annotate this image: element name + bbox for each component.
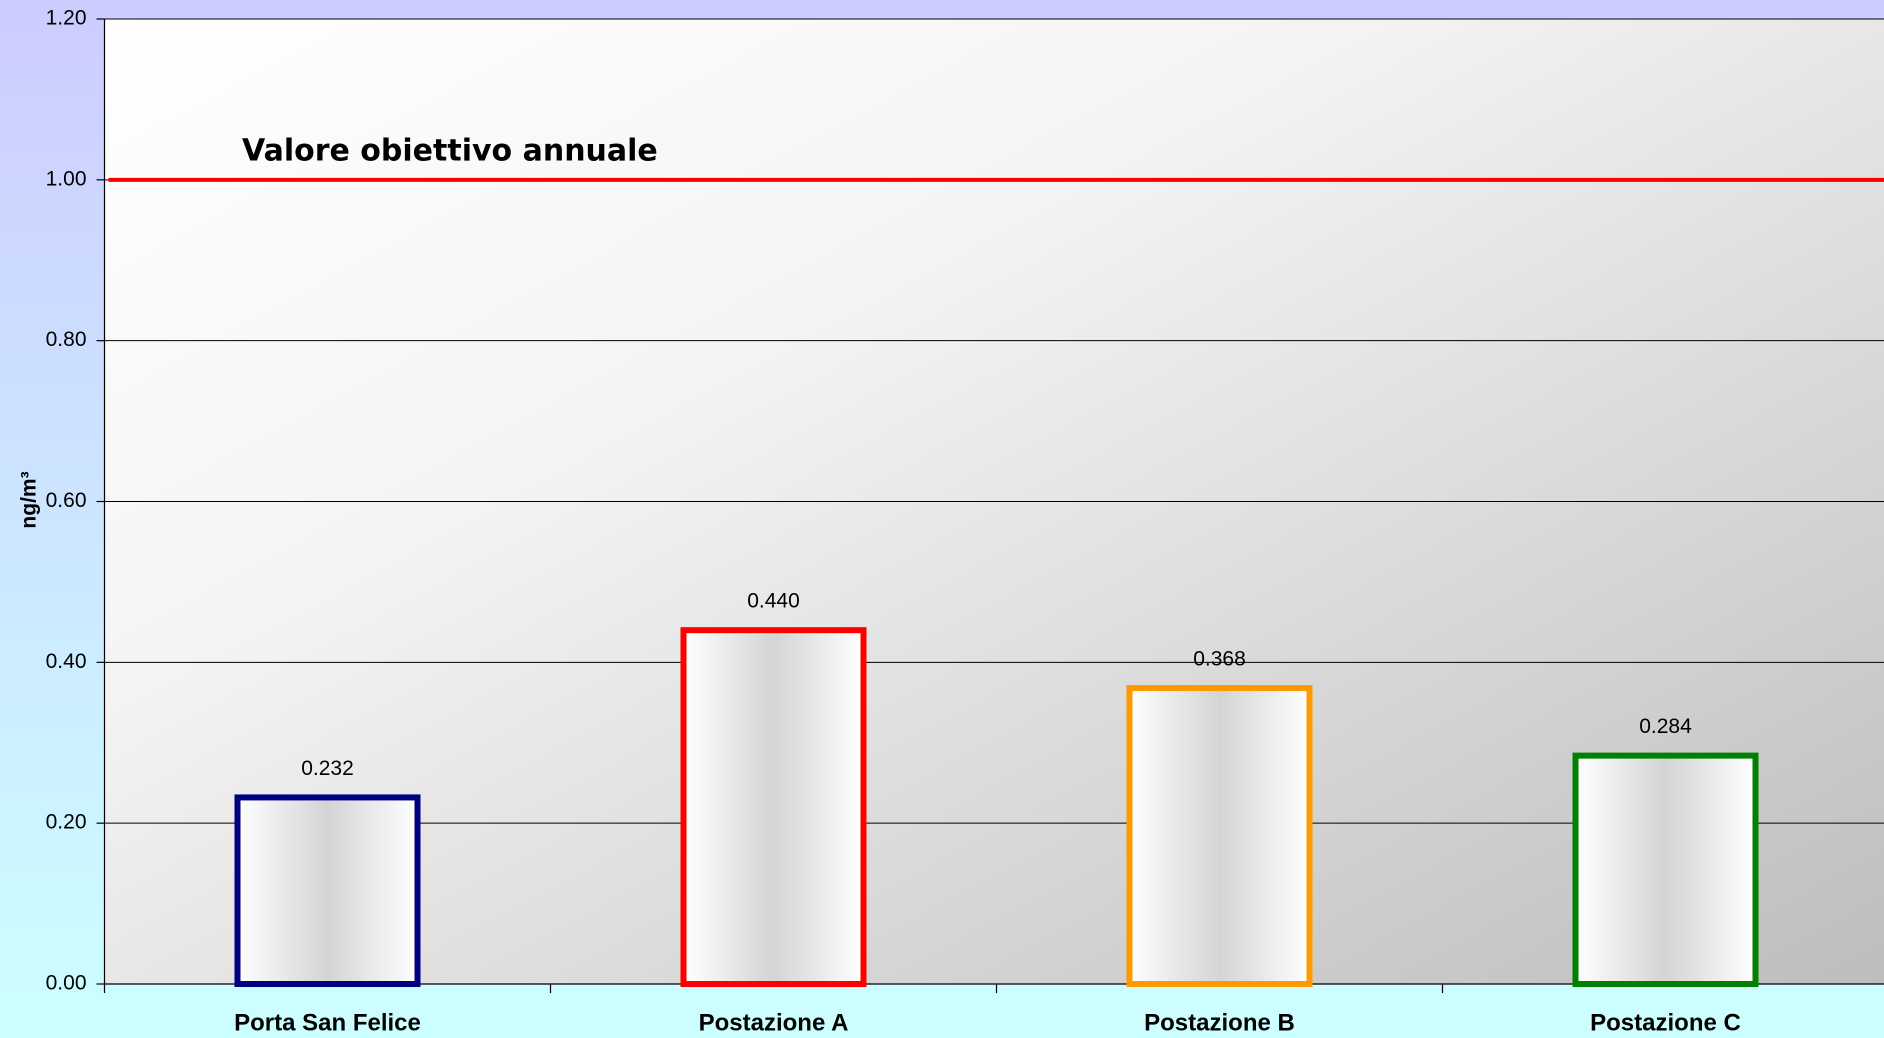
- x-tick-label: Postazione C: [1590, 1009, 1741, 1036]
- y-tick-label: 0.60: [46, 489, 87, 512]
- bar: [680, 627, 867, 988]
- y-axis-label: ng/m³: [18, 471, 41, 528]
- value-label: 0.232: [301, 757, 354, 780]
- bar: [234, 794, 421, 988]
- y-tick-label: 0.00: [46, 972, 87, 995]
- x-tick-label: Postazione B: [1144, 1009, 1295, 1036]
- y-tick-label: 0.80: [46, 328, 87, 351]
- y-tick-label: 0.40: [46, 650, 87, 673]
- x-tick-label: Postazione A: [699, 1009, 849, 1036]
- y-tick-label: 1.00: [46, 167, 87, 190]
- bar: [1572, 752, 1759, 987]
- reference-label: Valore obiettivo annuale: [242, 133, 658, 168]
- value-label: 0.284: [1639, 715, 1692, 738]
- x-tick-label: Porta San Felice: [234, 1009, 421, 1036]
- y-tick-label: 0.20: [46, 811, 87, 834]
- y-tick-label: 1.20: [46, 7, 87, 30]
- bar: [1126, 685, 1313, 987]
- value-label: 0.368: [1193, 648, 1246, 671]
- value-label: 0.440: [747, 590, 800, 613]
